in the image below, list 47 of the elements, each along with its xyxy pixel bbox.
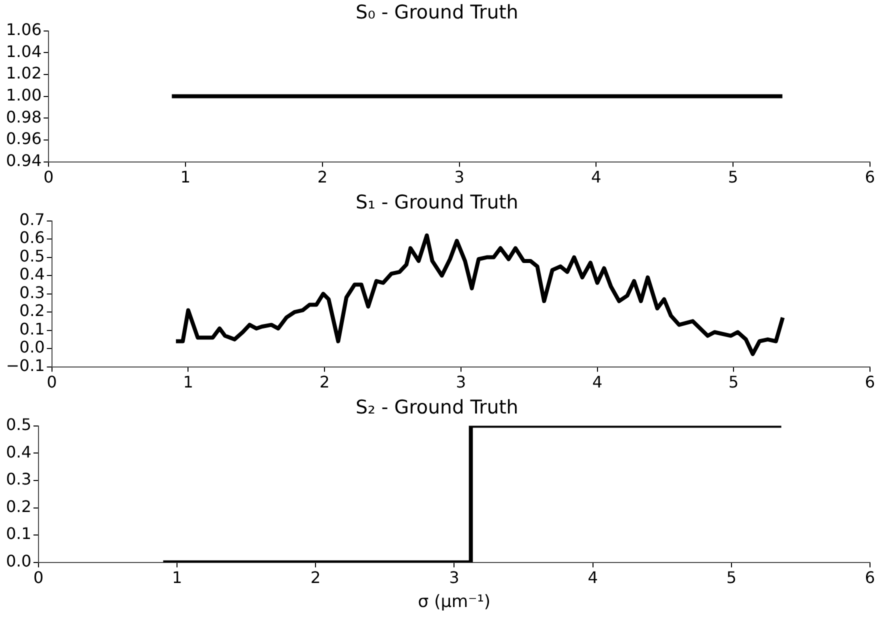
y-tick-label: 1.02: [6, 64, 42, 83]
y-tick-label: 0.3: [6, 470, 32, 489]
y-tick-label: 0.96: [6, 129, 42, 148]
y-tick-label: −0.1: [6, 356, 45, 375]
x-axis-title: σ (μm⁻¹): [418, 592, 491, 612]
chart-title: S₁ - Ground Truth: [356, 191, 518, 214]
x-tick-label: 6: [864, 372, 876, 392]
x-tick-label: 4: [588, 568, 598, 588]
y-tick-label: 0.1: [6, 524, 32, 544]
x-tick-label: 5: [728, 168, 738, 187]
x-tick-label: 0: [44, 168, 54, 187]
y-tick-label: 0.98: [6, 107, 42, 126]
y-tick-label: 0.2: [6, 496, 32, 516]
y-tick-label: 0.0: [6, 552, 32, 571]
x-tick-label: 1: [172, 568, 182, 588]
y-tick-label: 0.5: [19, 246, 45, 266]
y-tick-label: 1.04: [6, 42, 42, 61]
x-tick-label: 2: [319, 372, 330, 392]
x-tick-label: 3: [449, 568, 460, 588]
x-tick-label: 6: [864, 168, 876, 187]
y-tick-label: 0.6: [19, 228, 45, 248]
y-tick-label: 0.5: [6, 414, 32, 434]
x-tick-label: 2: [317, 168, 328, 187]
x-tick-label: 5: [728, 372, 739, 392]
chart-title: S₂ - Ground Truth: [356, 396, 518, 418]
y-tick-label: 0.2: [19, 301, 45, 320]
y-tick-label: 0.4: [6, 442, 32, 462]
y-tick-label: 0.3: [19, 282, 45, 302]
x-tick-label: 5: [726, 568, 736, 588]
x-tick-label: 2: [310, 568, 321, 588]
x-tick-label: 6: [864, 568, 876, 588]
x-tick-label: 4: [592, 372, 602, 392]
y-tick-label: 0.0: [19, 338, 45, 357]
y-tick-label: 0.4: [19, 264, 45, 284]
x-tick-label: 1: [180, 168, 191, 187]
x-tick-label: 1: [183, 372, 194, 392]
x-tick-label: 3: [454, 168, 464, 187]
y-tick-label: 0.7: [19, 210, 45, 229]
x-tick-label: 3: [456, 372, 466, 392]
x-tick-label: 0: [33, 568, 44, 588]
y-tick-label: 0.1: [19, 319, 45, 338]
x-tick-label: 0: [46, 372, 57, 392]
y-tick-label: 0.94: [6, 150, 42, 170]
chart-title: S₀ - Ground Truth: [356, 1, 518, 24]
x-tick-label: 4: [591, 168, 602, 187]
y-tick-label: 1.00: [6, 85, 42, 104]
y-tick-label: 1.06: [6, 20, 42, 39]
